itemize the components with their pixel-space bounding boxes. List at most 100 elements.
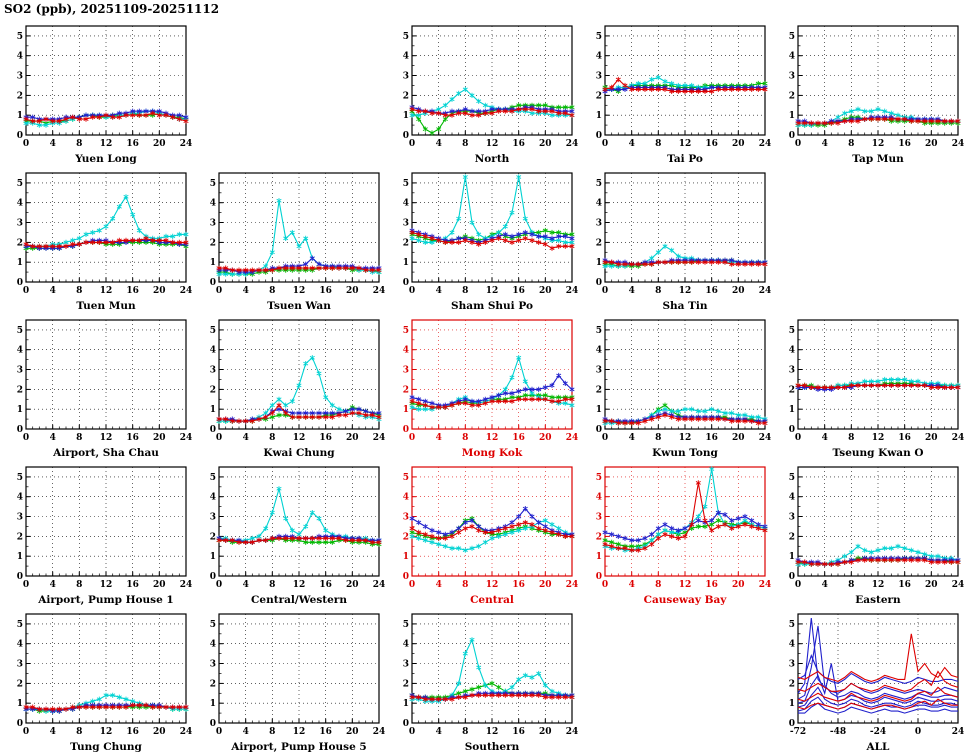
svg-text:3: 3 xyxy=(596,219,602,229)
svg-text:1: 1 xyxy=(17,405,23,415)
svg-text:2: 2 xyxy=(789,679,795,689)
svg-text:0: 0 xyxy=(789,719,795,729)
svg-text:20: 20 xyxy=(732,139,745,149)
svg-text:5: 5 xyxy=(596,473,602,483)
svg-text:5: 5 xyxy=(210,179,216,189)
svg-text:3: 3 xyxy=(596,366,602,376)
svg-text:3: 3 xyxy=(403,72,409,82)
svg-text:24: 24 xyxy=(759,580,772,590)
svg-text:4: 4 xyxy=(243,727,249,737)
svg-text:0: 0 xyxy=(409,139,415,149)
svg-text:5: 5 xyxy=(17,32,23,42)
svg-text:0: 0 xyxy=(210,572,216,582)
svg-text:20: 20 xyxy=(539,727,552,737)
chart-southern: 0 4 8 12 16 20 24 0 1 2 3 4 5 Southern xyxy=(386,607,579,754)
svg-text:0: 0 xyxy=(17,131,23,141)
svg-text:5: 5 xyxy=(210,620,216,630)
svg-text:Tsuen Wan: Tsuen Wan xyxy=(267,300,331,312)
svg-text:2: 2 xyxy=(17,91,23,101)
svg-text:0: 0 xyxy=(915,727,921,737)
svg-text:Tung Chung: Tung Chung xyxy=(70,741,142,753)
svg-text:4: 4 xyxy=(243,433,249,443)
chart-north: 0 4 8 12 16 20 24 0 1 2 3 4 5 North xyxy=(386,19,579,166)
svg-text:8: 8 xyxy=(269,727,275,737)
svg-text:4: 4 xyxy=(789,640,795,650)
svg-text:1: 1 xyxy=(789,552,795,562)
svg-text:0: 0 xyxy=(17,572,23,582)
svg-text:16: 16 xyxy=(898,433,911,443)
svg-text:20: 20 xyxy=(925,139,938,149)
chart-all: -72 -48 -24 0 24 0 1 2 3 4 5 ALL xyxy=(772,607,965,754)
chart-airport-pump-house-5: 0 4 8 12 16 20 24 0 1 2 3 4 5 Airport, Pump House 5 xyxy=(193,607,386,754)
svg-text:Eastern: Eastern xyxy=(855,594,901,606)
svg-text:4: 4 xyxy=(596,493,602,503)
svg-text:-48: -48 xyxy=(830,727,846,737)
svg-text:1: 1 xyxy=(17,258,23,268)
svg-text:2: 2 xyxy=(210,532,216,542)
svg-text:16: 16 xyxy=(319,580,332,590)
svg-text:Kwai Chung: Kwai Chung xyxy=(263,447,335,459)
svg-text:16: 16 xyxy=(319,433,332,443)
svg-text:24: 24 xyxy=(759,139,772,149)
svg-text:Mong Kok: Mong Kok xyxy=(462,447,523,459)
svg-text:12: 12 xyxy=(872,139,885,149)
svg-text:5: 5 xyxy=(596,326,602,336)
svg-text:0: 0 xyxy=(596,572,602,582)
svg-text:3: 3 xyxy=(210,513,216,523)
svg-text:8: 8 xyxy=(462,433,468,443)
svg-text:24: 24 xyxy=(759,433,772,443)
svg-text:8: 8 xyxy=(655,286,661,296)
svg-text:3: 3 xyxy=(17,660,23,670)
svg-text:4: 4 xyxy=(596,52,602,62)
svg-text:5: 5 xyxy=(403,620,409,630)
svg-text:8: 8 xyxy=(462,286,468,296)
svg-text:North: North xyxy=(475,153,510,165)
svg-text:8: 8 xyxy=(76,433,82,443)
svg-text:3: 3 xyxy=(210,660,216,670)
svg-text:12: 12 xyxy=(100,433,113,443)
svg-text:0: 0 xyxy=(409,727,415,737)
svg-text:5: 5 xyxy=(789,473,795,483)
svg-text:2: 2 xyxy=(789,532,795,542)
svg-text:20: 20 xyxy=(346,286,359,296)
svg-text:0: 0 xyxy=(602,580,608,590)
svg-text:2: 2 xyxy=(403,385,409,395)
svg-text:5: 5 xyxy=(789,32,795,42)
svg-text:-72: -72 xyxy=(790,727,806,737)
svg-text:24: 24 xyxy=(373,433,386,443)
svg-text:16: 16 xyxy=(512,727,525,737)
svg-text:24: 24 xyxy=(952,139,965,149)
svg-text:24: 24 xyxy=(566,580,579,590)
svg-text:0: 0 xyxy=(17,425,23,435)
svg-text:5: 5 xyxy=(403,179,409,189)
svg-text:0: 0 xyxy=(789,572,795,582)
svg-text:0: 0 xyxy=(17,278,23,288)
svg-text:20: 20 xyxy=(539,139,552,149)
svg-text:0: 0 xyxy=(789,425,795,435)
svg-text:4: 4 xyxy=(436,727,442,737)
svg-text:8: 8 xyxy=(269,433,275,443)
svg-text:4: 4 xyxy=(50,580,56,590)
svg-text:0: 0 xyxy=(403,131,409,141)
svg-text:0: 0 xyxy=(210,278,216,288)
svg-text:16: 16 xyxy=(512,139,525,149)
svg-text:1: 1 xyxy=(789,405,795,415)
svg-text:Southern: Southern xyxy=(465,741,520,753)
svg-text:8: 8 xyxy=(269,580,275,590)
svg-text:0: 0 xyxy=(596,278,602,288)
chart-tuen-mun: 0 4 8 12 16 20 24 0 1 2 3 4 5 Tuen Mun xyxy=(0,166,193,313)
svg-text:4: 4 xyxy=(789,493,795,503)
svg-text:20: 20 xyxy=(153,433,166,443)
svg-text:2: 2 xyxy=(17,679,23,689)
svg-text:20: 20 xyxy=(732,286,745,296)
svg-text:Kwun Tong: Kwun Tong xyxy=(652,447,718,459)
svg-text:2: 2 xyxy=(596,385,602,395)
chart-tai-po: 0 4 8 12 16 20 24 0 1 2 3 4 5 Tai Po xyxy=(579,19,772,166)
svg-text:1: 1 xyxy=(403,699,409,709)
svg-text:3: 3 xyxy=(403,660,409,670)
svg-text:0: 0 xyxy=(789,131,795,141)
svg-text:Sha Tin: Sha Tin xyxy=(662,300,707,312)
svg-text:8: 8 xyxy=(848,580,854,590)
svg-text:5: 5 xyxy=(210,473,216,483)
